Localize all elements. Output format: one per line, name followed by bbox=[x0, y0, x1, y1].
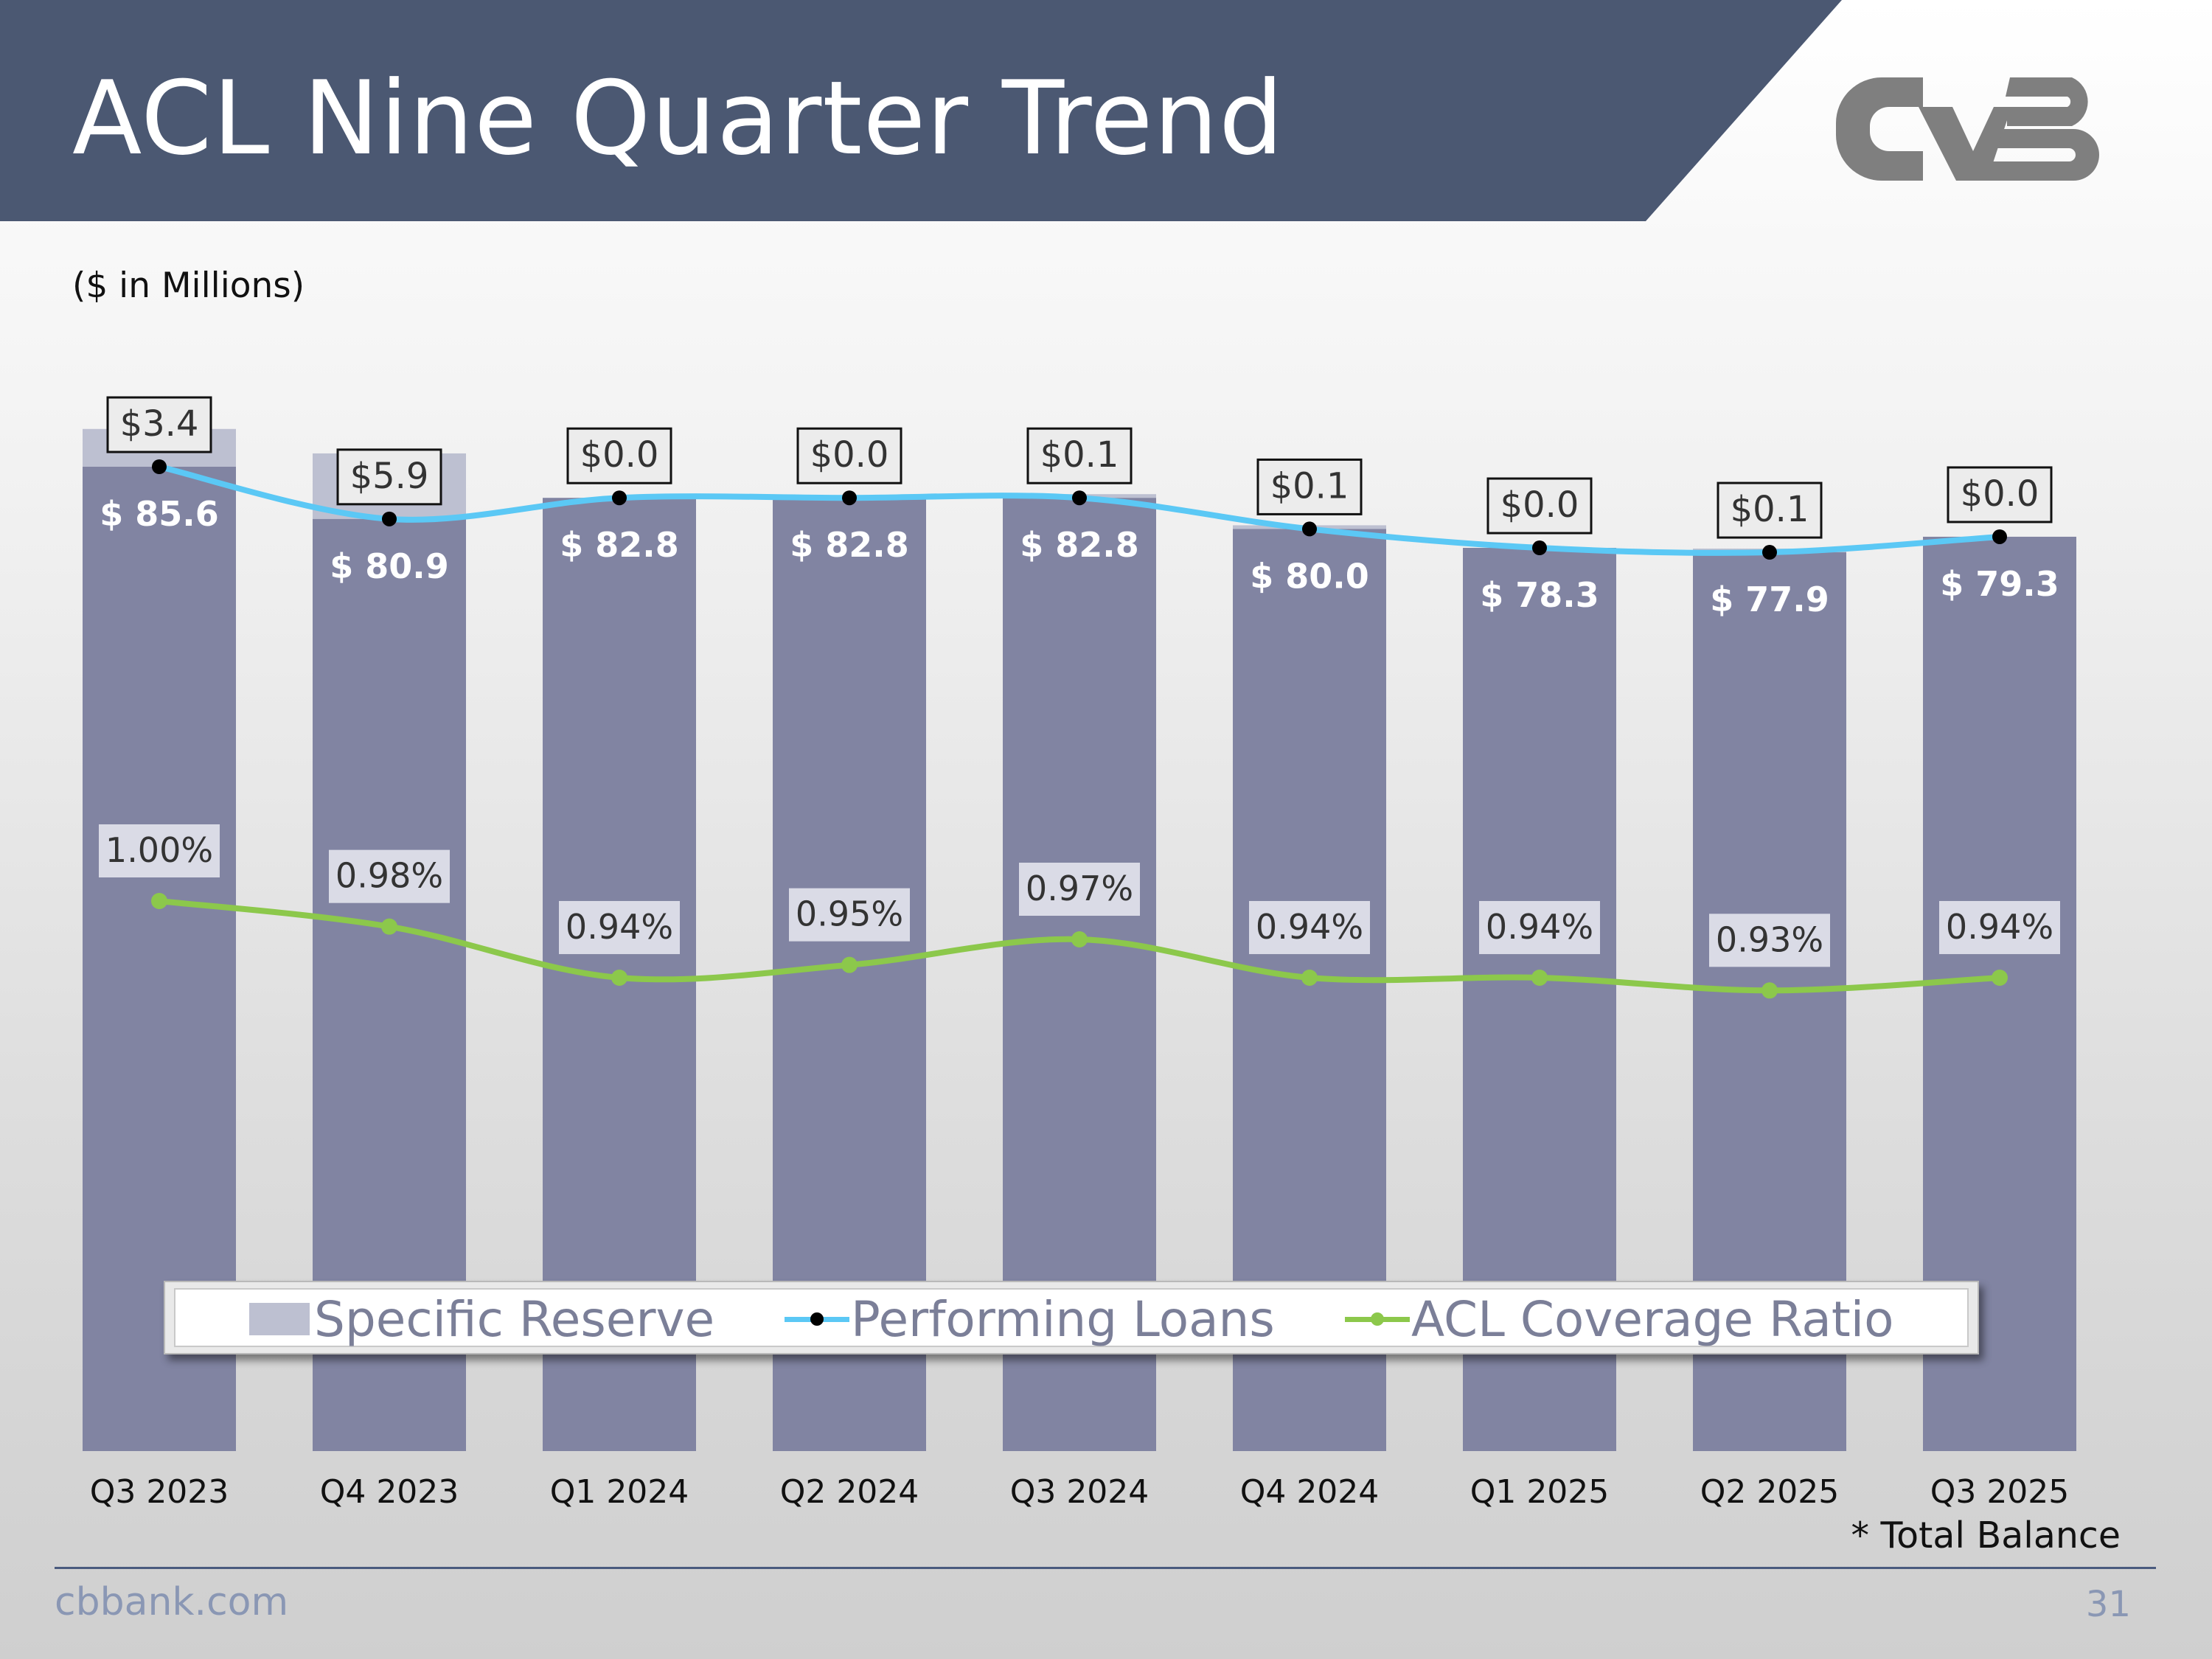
category-tick-label: Q1 2025 bbox=[1470, 1473, 1610, 1511]
legend-item-specific-reserve: Specific Reserve bbox=[249, 1290, 714, 1349]
performing-loans-point bbox=[1072, 490, 1087, 506]
header-band bbox=[0, 0, 1842, 221]
specific-reserve-label-box bbox=[1717, 481, 1823, 539]
performing-loans-point bbox=[1762, 545, 1777, 560]
coverage-ratio-data-label: 0.94% bbox=[1946, 907, 2053, 947]
performing-loans-point bbox=[842, 490, 857, 506]
acl-coverage-ratio-point bbox=[381, 918, 397, 935]
specific-reserve-label-box bbox=[106, 396, 212, 453]
page-number: 31 bbox=[2085, 1584, 2131, 1625]
coverage-ratio-data-label: 0.95% bbox=[796, 894, 903, 934]
acl-coverage-ratio-point bbox=[151, 893, 167, 909]
coverage-ratio-label-box bbox=[1019, 862, 1140, 916]
cvb-logo-icon bbox=[1836, 77, 2099, 181]
category-tick-label: Q4 2023 bbox=[320, 1473, 459, 1511]
coverage-ratio-data-label: 0.94% bbox=[1486, 907, 1593, 947]
coverage-ratio-data-label: 1.00% bbox=[105, 830, 213, 870]
performing-loans-data-label: $ 80.0 bbox=[1250, 556, 1369, 596]
page-title: ACL Nine Quarter Trend bbox=[72, 59, 1284, 178]
acl-coverage-ratio-point bbox=[1761, 982, 1778, 999]
coverage-ratio-data-label: 0.98% bbox=[335, 856, 443, 896]
category-tick-label: Q3 2025 bbox=[1930, 1473, 2070, 1511]
coverage-ratio-label-box bbox=[1709, 914, 1830, 967]
specific-reserve-data-label: $0.0 bbox=[810, 434, 889, 476]
coverage-ratio-label-box bbox=[99, 824, 220, 877]
category-tick-label: Q2 2025 bbox=[1700, 1473, 1840, 1511]
specific-reserve-data-label: $0.0 bbox=[1961, 473, 2039, 515]
coverage-ratio-label-box bbox=[1479, 900, 1600, 954]
header-banner bbox=[0, 0, 1842, 221]
specific-reserve-label-box bbox=[1486, 477, 1593, 535]
specific-reserve-data-label: $0.1 bbox=[1040, 434, 1119, 476]
performing-loans-point bbox=[382, 511, 397, 526]
chart-legend: Specific Reserve Performing Loans ACL Co… bbox=[164, 1281, 1979, 1354]
legend-label-specific-reserve: Specific Reserve bbox=[314, 1290, 715, 1348]
specific-reserve-label-box bbox=[566, 427, 672, 484]
specific-reserve-data-label: $0.0 bbox=[1500, 484, 1579, 526]
performing-loans-point bbox=[1532, 540, 1547, 556]
performing-loans-data-label: $ 78.3 bbox=[1480, 575, 1599, 615]
performing-loans-point bbox=[152, 459, 167, 475]
performing-loans-data-label: $ 85.6 bbox=[100, 494, 219, 534]
legend-item-acl-coverage-ratio: ACL Coverage Ratio bbox=[1345, 1290, 1893, 1349]
legend-line-acl-coverage-ratio bbox=[1345, 1290, 1410, 1349]
specific-reserve-label-box bbox=[1026, 427, 1133, 484]
category-tick-label: Q3 2024 bbox=[1010, 1473, 1150, 1511]
specific-reserve-data-label: $0.1 bbox=[1270, 465, 1349, 507]
specific-reserve-label-box bbox=[1256, 458, 1363, 515]
total-balance-note: * Total Balance bbox=[1851, 1514, 2121, 1557]
performing-loans-data-label: $ 77.9 bbox=[1710, 580, 1829, 619]
coverage-ratio-label-box bbox=[1939, 900, 2060, 954]
legend-line-performing-loans bbox=[785, 1290, 849, 1349]
legend-item-performing-loans: Performing Loans bbox=[785, 1290, 1275, 1349]
coverage-ratio-data-label: 0.94% bbox=[1256, 907, 1363, 947]
specific-reserve-label-box bbox=[1947, 466, 2053, 524]
category-tick-label: Q1 2024 bbox=[550, 1473, 689, 1511]
performing-loans-point bbox=[612, 490, 627, 506]
category-tick-label: Q2 2024 bbox=[780, 1473, 919, 1511]
acl-coverage-ratio-point bbox=[611, 969, 627, 986]
specific-reserve-data-label: $3.4 bbox=[120, 403, 199, 445]
legend-label-performing-loans: Performing Loans bbox=[851, 1290, 1275, 1348]
specific-reserve-label-box bbox=[796, 427, 902, 484]
coverage-ratio-label-box bbox=[1249, 900, 1370, 954]
coverage-ratio-label-box bbox=[789, 888, 910, 942]
units-subtitle: ($ in Millions) bbox=[72, 265, 305, 306]
coverage-ratio-label-box bbox=[559, 900, 680, 954]
legend-swatch-specific-reserve bbox=[249, 1303, 310, 1335]
coverage-ratio-data-label: 0.94% bbox=[566, 907, 673, 947]
category-tick-label: Q4 2024 bbox=[1240, 1473, 1380, 1511]
coverage-ratio-label-box bbox=[329, 849, 450, 903]
footer-website: cbbank.com bbox=[55, 1580, 289, 1624]
specific-reserve-data-label: $0.0 bbox=[580, 434, 659, 476]
performing-loans-data-label: $ 79.3 bbox=[1940, 564, 2059, 604]
coverage-ratio-data-label: 0.93% bbox=[1716, 919, 1823, 959]
performing-loans-point bbox=[1992, 529, 2007, 544]
specific-reserve-data-label: $5.9 bbox=[350, 456, 429, 497]
specific-reserve-data-label: $0.1 bbox=[1731, 489, 1809, 530]
acl-coverage-ratio-point bbox=[1992, 969, 2008, 986]
acl-coverage-ratio-point bbox=[1301, 969, 1318, 986]
performing-loans-point bbox=[1302, 521, 1317, 537]
performing-loans-data-label: $ 82.8 bbox=[790, 525, 909, 565]
performing-loans-data-label: $ 82.8 bbox=[1020, 525, 1139, 565]
performing-loans-data-label: $ 80.9 bbox=[330, 546, 449, 586]
coverage-ratio-data-label: 0.97% bbox=[1026, 869, 1133, 908]
performing-loans-data-label: $ 82.8 bbox=[560, 525, 679, 565]
category-tick-label: Q3 2023 bbox=[90, 1473, 229, 1511]
footer-divider bbox=[55, 1567, 2156, 1569]
acl-coverage-ratio-point bbox=[1071, 931, 1088, 947]
acl-coverage-ratio-point bbox=[841, 956, 858, 973]
acl-coverage-ratio-point bbox=[1531, 969, 1548, 986]
legend-label-acl-coverage-ratio: ACL Coverage Ratio bbox=[1411, 1290, 1894, 1348]
specific-reserve-label-box bbox=[336, 448, 442, 506]
